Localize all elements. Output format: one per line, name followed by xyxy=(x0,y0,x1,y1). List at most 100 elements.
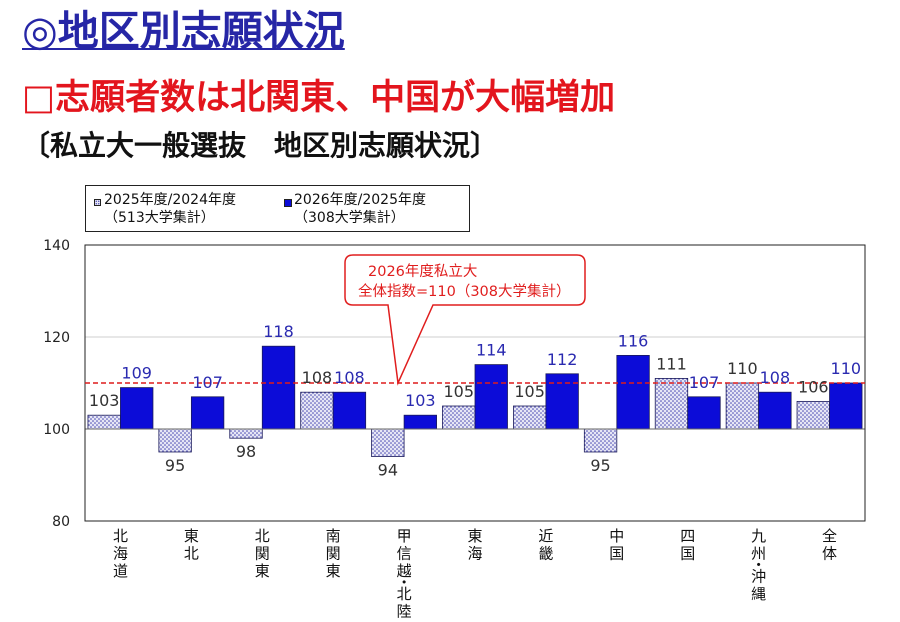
x-tick-label: 北関東 xyxy=(255,527,270,580)
data-label: 110 xyxy=(727,359,758,378)
bar-series-1 xyxy=(300,391,334,430)
x-tick-label-glyph: 九 xyxy=(751,527,766,545)
data-label: 112 xyxy=(547,350,578,369)
data-label: 111 xyxy=(656,354,687,373)
y-tick-label: 140 xyxy=(43,238,70,254)
x-tick-label-glyph: 東 xyxy=(255,562,270,580)
legend-series-name: 2025年度/2024年度 xyxy=(104,192,236,208)
x-tick-label: 南関東 xyxy=(326,527,341,580)
data-label: 107 xyxy=(192,373,223,392)
x-tick-label-glyph: 海 xyxy=(113,545,128,563)
bar-series-1 xyxy=(654,377,689,430)
legend-series-note: （308大学集計） xyxy=(294,210,405,226)
data-label: 105 xyxy=(443,382,474,401)
bar-series-2 xyxy=(120,387,154,430)
bar-series-1 xyxy=(583,428,618,453)
bar-series-1 xyxy=(725,382,760,430)
x-tick-label-glyph: 国 xyxy=(680,545,695,563)
data-label: 107 xyxy=(689,373,720,392)
callout-text-line-2: 全体指数=110（308大学集計） xyxy=(358,282,571,300)
data-label: 108 xyxy=(302,368,333,387)
x-tick-label: 甲信越・北陸 xyxy=(397,527,412,621)
legend-swatch-solid xyxy=(284,199,292,207)
bars-layer xyxy=(87,345,863,458)
x-tick-label: 北海道 xyxy=(113,527,128,580)
bar-series-2 xyxy=(758,391,792,430)
x-tick-label-glyph: 北 xyxy=(255,527,270,545)
y-tick-label: 120 xyxy=(43,330,70,346)
x-tick-label-glyph: 道 xyxy=(113,562,128,580)
x-tick-label-glyph: 近 xyxy=(538,527,553,545)
bar-series-1 xyxy=(87,414,121,430)
x-tick-label: 九州・沖縄 xyxy=(751,527,766,603)
x-tick-label-glyph: 東 xyxy=(326,562,341,580)
x-tick-label-glyph: 中 xyxy=(609,527,624,545)
x-tick-label-glyph: ・ xyxy=(397,574,412,592)
data-label: 103 xyxy=(405,391,436,410)
x-tick-label-glyph: 信 xyxy=(397,545,412,563)
x-tick-label-glyph: 州 xyxy=(751,545,766,563)
bar-series-1 xyxy=(371,428,405,458)
x-tick-label-glyph: 海 xyxy=(467,545,482,563)
x-tick-label-glyph: 北 xyxy=(397,585,412,603)
x-tick-label: 四国 xyxy=(680,527,695,563)
chart-caption: 〔私立大一般選抜 地区別志願状況〕 xyxy=(22,129,499,162)
x-tick-label-glyph: 関 xyxy=(326,545,341,563)
y-axis-labels: 80 100 120 140 xyxy=(43,238,70,530)
x-tick-label-glyph: 全 xyxy=(822,527,837,545)
x-tick-label-glyph: 縄 xyxy=(751,585,766,603)
bar-series-1 xyxy=(158,428,192,453)
data-label: 106 xyxy=(798,377,829,396)
callout: 2026年度私立大 全体指数=110（308大学集計） xyxy=(344,254,586,386)
bar-series-2 xyxy=(616,354,650,430)
data-label: 98 xyxy=(236,442,256,461)
x-tick-label-glyph: 沖 xyxy=(751,568,766,586)
x-tick-label-glyph: 北 xyxy=(184,545,199,563)
x-tick-label-glyph: 関 xyxy=(255,545,270,563)
data-label: 108 xyxy=(334,368,365,387)
data-label: 94 xyxy=(378,461,398,480)
x-tick-label: 東北 xyxy=(184,527,199,563)
data-label: 109 xyxy=(121,364,152,383)
data-label: 118 xyxy=(263,322,294,341)
callout-text-line-1: 2026年度私立大 xyxy=(368,263,477,280)
bar-series-2 xyxy=(261,345,296,430)
x-tick-label-glyph: 北 xyxy=(113,527,128,545)
data-label: 108 xyxy=(760,368,791,387)
x-tick-label-glyph: 国 xyxy=(609,545,624,563)
x-tick-label-glyph: 陸 xyxy=(397,603,412,621)
chart-legend: 2025年度/2024年度 （513大学集計） 2026年度/2025年度 （3… xyxy=(85,185,470,232)
x-tick-label-glyph: 越 xyxy=(397,562,412,580)
bar-series-2 xyxy=(687,396,721,430)
x-tick-label-glyph: ・ xyxy=(751,556,766,574)
x-tick-label-glyph: 南 xyxy=(326,527,341,545)
x-tick-label-glyph: 甲 xyxy=(397,527,412,545)
bar-series-2 xyxy=(403,414,437,430)
x-tick-label: 近畿 xyxy=(538,527,553,563)
legend-text: 2025年度/2024年度 （513大学集計） xyxy=(104,191,236,227)
x-tick-label: 全体 xyxy=(822,527,837,563)
bar-series-1 xyxy=(513,405,547,430)
y-tick-label: 100 xyxy=(43,422,70,438)
data-label: 110 xyxy=(831,359,862,378)
bar-series-2 xyxy=(829,382,863,430)
x-tick-label: 中国 xyxy=(609,527,624,563)
data-label: 105 xyxy=(514,382,545,401)
data-label: 95 xyxy=(165,456,185,475)
data-label: 103 xyxy=(89,391,120,410)
x-tick-label-glyph: 四 xyxy=(680,527,695,545)
x-tick-label-glyph: 東 xyxy=(184,527,199,545)
y-tick-label: 80 xyxy=(52,514,70,530)
legend-series-note: （513大学集計） xyxy=(104,210,215,226)
data-label: 114 xyxy=(476,341,507,360)
bar-series-1 xyxy=(442,405,476,430)
bar-series-1 xyxy=(229,428,263,439)
legend-text: 2026年度/2025年度 （308大学集計） xyxy=(294,191,426,227)
bar-series-2 xyxy=(474,364,508,430)
x-tick-label-glyph: 畿 xyxy=(538,545,553,563)
data-label: 95 xyxy=(590,456,610,475)
bar-series-2 xyxy=(332,391,367,430)
